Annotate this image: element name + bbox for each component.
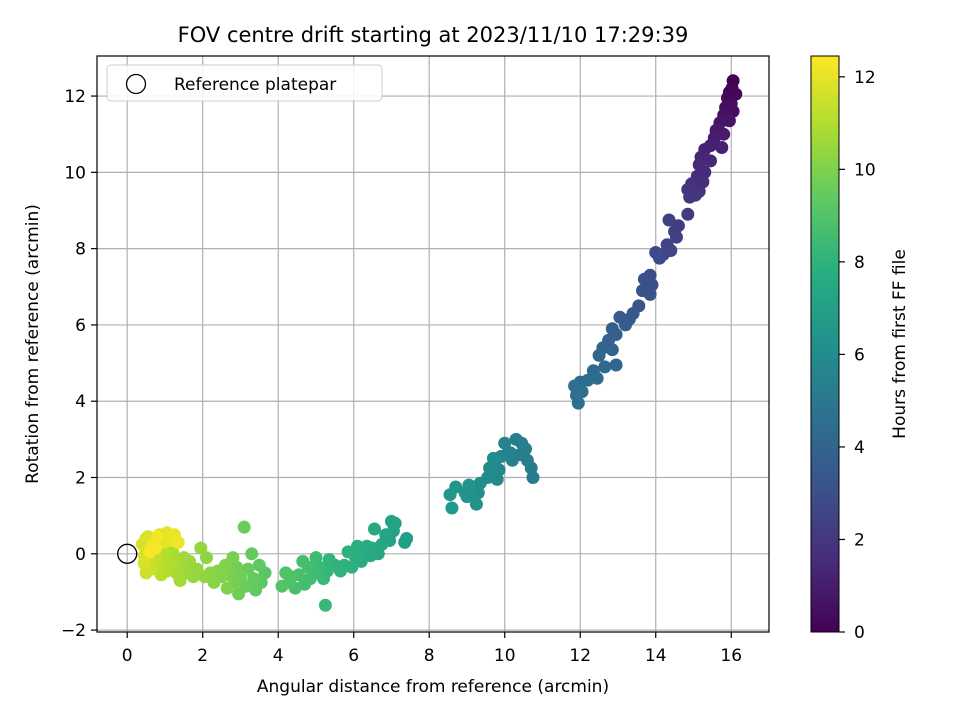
data-point <box>309 551 323 565</box>
x-axis-ticks: 0 2 4 6 8 10 12 14 16 <box>122 632 742 666</box>
data-point <box>351 539 364 553</box>
data-point <box>232 587 246 601</box>
reference-platepar-marker <box>117 543 138 564</box>
data-point <box>252 558 266 572</box>
data-point <box>509 432 523 446</box>
chart-title: FOV centre drift starting at 2023/11/10 … <box>178 23 689 47</box>
data-point <box>653 251 666 265</box>
y-tick-label: −2 <box>61 621 86 641</box>
x-tick-label: 4 <box>273 646 284 666</box>
data-point <box>619 318 632 332</box>
y-tick-label: 10 <box>64 163 86 183</box>
y-tick-label: 2 <box>75 469 86 489</box>
colorbar-tick-label: 6 <box>854 345 865 365</box>
data-point <box>245 547 259 561</box>
colorbar <box>810 55 840 633</box>
legend: Reference platepar <box>106 64 383 102</box>
colorbar-tick-label: 2 <box>854 530 865 550</box>
data-point <box>237 520 251 534</box>
colorbar-tick-label: 4 <box>854 438 865 458</box>
colorbar-tick-label: 8 <box>854 253 865 273</box>
plot-frame <box>96 55 770 633</box>
legend-box <box>106 64 383 102</box>
data-point <box>368 522 381 536</box>
x-tick-label: 8 <box>424 646 435 666</box>
data-point <box>398 535 412 549</box>
data-point <box>715 141 729 154</box>
colorbar-ticks: 0 2 4 6 8 10 12 <box>839 68 876 643</box>
data-point <box>704 154 717 168</box>
data-point <box>194 541 208 555</box>
y-axis-label: Rotation from reference (arcmin) <box>23 204 43 484</box>
data-point <box>317 572 330 586</box>
colorbar-label: Hours from first FF file <box>890 249 910 439</box>
data-point <box>322 553 336 566</box>
colorbar-tick-label: 0 <box>854 623 865 643</box>
data-points <box>135 74 743 612</box>
data-point <box>592 348 606 362</box>
legend-marker-icon <box>125 73 147 95</box>
data-point <box>662 213 676 227</box>
x-axis-label: Angular distance from reference (arcmin) <box>257 677 609 697</box>
data-point <box>341 545 355 559</box>
colorbar-tick-label: 12 <box>854 68 876 88</box>
y-tick-label: 6 <box>75 316 86 336</box>
data-point <box>571 396 585 410</box>
colorbar-tick-label: 10 <box>854 160 876 180</box>
data-point <box>171 535 185 549</box>
y-axis-ticks: −2 0 2 4 6 8 10 12 <box>61 87 97 641</box>
y-tick-label: 4 <box>75 392 86 412</box>
x-tick-label: 0 <box>122 646 133 666</box>
data-point <box>445 501 459 515</box>
data-point <box>220 581 234 595</box>
data-point <box>279 566 293 580</box>
x-tick-label: 12 <box>569 646 591 666</box>
data-point <box>469 497 483 511</box>
data-point <box>670 230 683 244</box>
legend-entry-label: Reference platepar <box>174 75 336 95</box>
data-point <box>643 287 657 301</box>
data-point <box>200 551 213 565</box>
reference-marker <box>117 543 138 564</box>
y-tick-label: 12 <box>64 87 86 107</box>
x-tick-label: 16 <box>720 646 742 666</box>
data-point <box>609 358 623 372</box>
data-point <box>681 207 695 221</box>
x-tick-label: 10 <box>494 646 516 666</box>
data-point <box>486 451 500 465</box>
data-point <box>458 486 472 500</box>
data-point <box>149 541 162 555</box>
data-point <box>318 598 332 612</box>
data-point <box>598 360 612 374</box>
data-point <box>498 436 512 450</box>
x-tick-label: 6 <box>348 646 359 666</box>
data-point <box>150 530 164 544</box>
y-tick-label: 8 <box>75 240 86 260</box>
data-point <box>137 556 151 570</box>
y-tick-label: 0 <box>75 545 86 565</box>
x-tick-label: 14 <box>645 646 667 666</box>
data-point <box>296 554 310 568</box>
data-point <box>605 343 619 357</box>
x-tick-label: 2 <box>197 646 208 666</box>
data-point <box>683 190 697 204</box>
data-point <box>443 488 457 502</box>
data-point <box>275 579 289 593</box>
